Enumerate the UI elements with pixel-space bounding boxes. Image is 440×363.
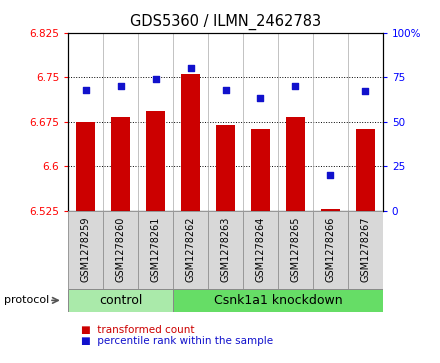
Point [117,83,124,89]
Bar [68,289,173,312]
Bar [348,211,383,289]
Text: GSM1278262: GSM1278262 [186,217,195,282]
Text: GSM1278264: GSM1278264 [256,217,265,282]
Title: GDS5360 / ILMN_2462783: GDS5360 / ILMN_2462783 [130,14,321,30]
Text: GSM1278266: GSM1278266 [325,217,335,282]
Bar [181,74,200,211]
Bar [208,211,243,289]
Bar [243,211,278,289]
Point [257,95,264,101]
Point [152,76,159,82]
Bar [146,111,165,211]
Text: ■  transformed count: ■ transformed count [81,325,195,335]
Text: GSM1278267: GSM1278267 [360,217,370,282]
Bar [251,129,270,211]
Text: GSM1278260: GSM1278260 [116,217,126,282]
Bar [278,211,313,289]
Point [292,83,299,89]
Text: ■  percentile rank within the sample: ■ percentile rank within the sample [81,336,274,346]
Bar [111,117,130,211]
Bar [76,122,95,211]
Point [187,65,194,71]
Point [82,87,89,93]
Text: GSM1278259: GSM1278259 [81,217,91,282]
Text: GSM1278263: GSM1278263 [220,217,231,282]
Bar [68,211,103,289]
Bar [216,125,235,211]
Bar [313,211,348,289]
Text: control: control [99,294,142,307]
Point [327,172,334,178]
Bar [173,289,383,312]
Text: protocol: protocol [4,295,50,305]
Bar [356,129,375,211]
Bar [286,117,305,211]
Text: GSM1278265: GSM1278265 [290,217,301,282]
Bar [321,209,340,211]
Text: GSM1278261: GSM1278261 [150,217,161,282]
Text: Csnk1a1 knockdown: Csnk1a1 knockdown [214,294,342,307]
Bar [103,211,138,289]
Point [222,87,229,93]
Point [362,89,369,94]
Bar [138,211,173,289]
Bar [173,211,208,289]
